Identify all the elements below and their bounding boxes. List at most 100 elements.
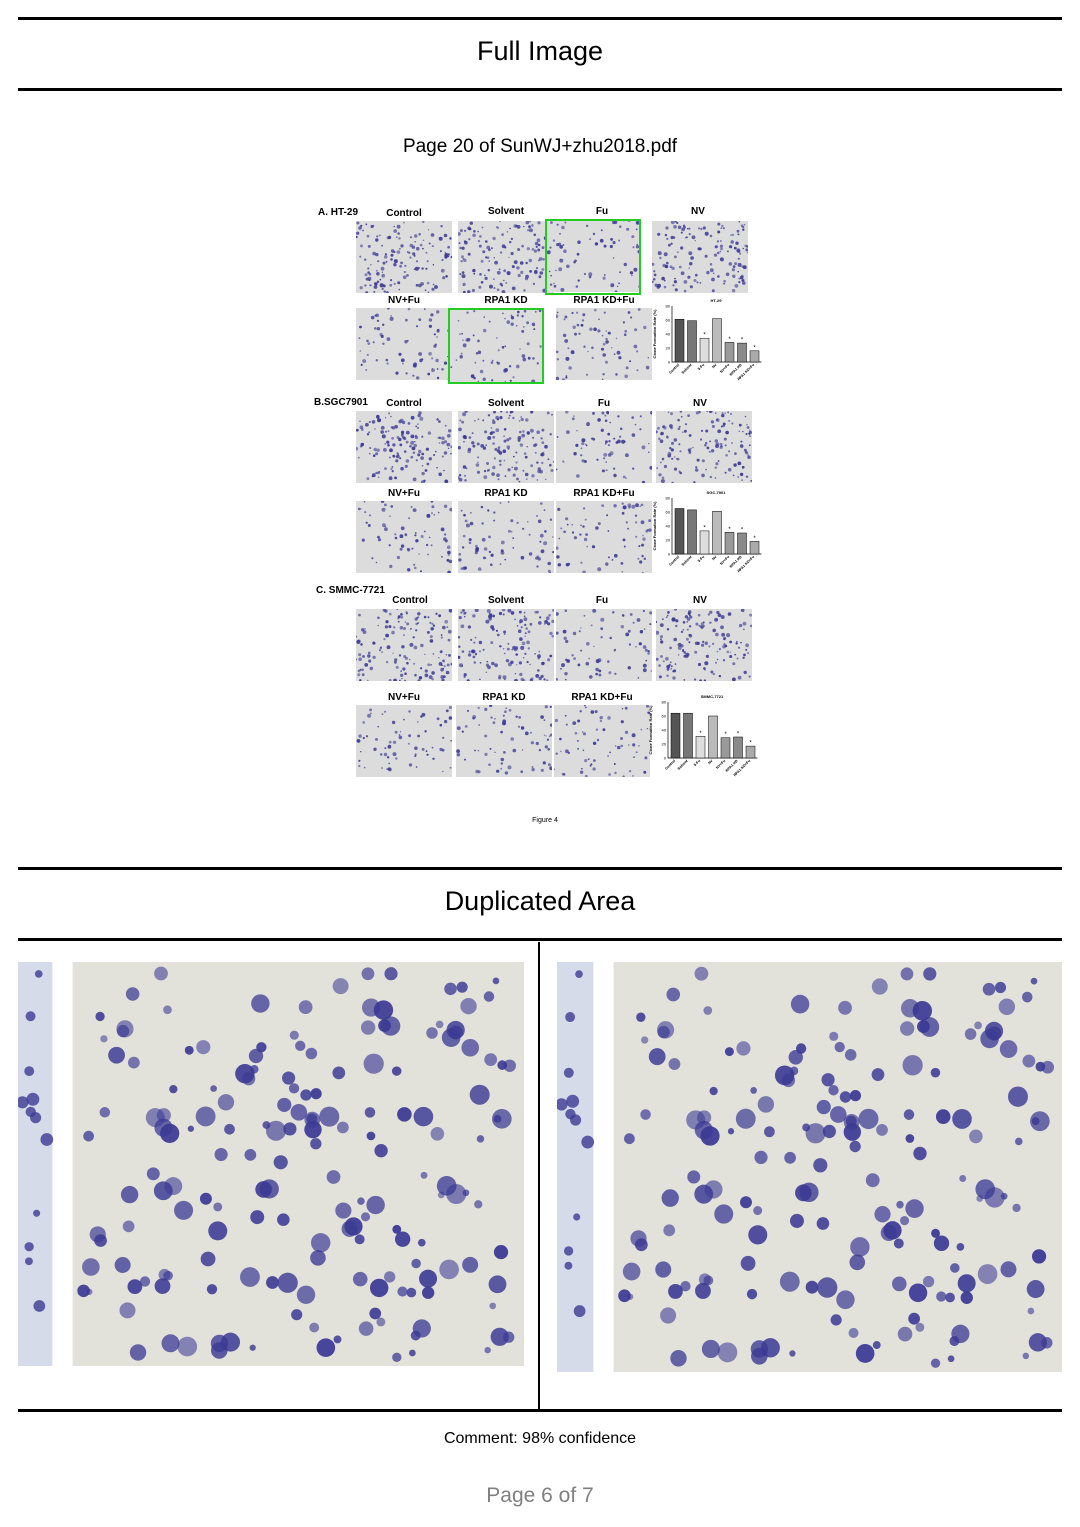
x-tick-label: Control xyxy=(664,759,676,771)
well-c-nv xyxy=(656,609,752,681)
x-tick-label: Control xyxy=(668,363,680,375)
chart-bar xyxy=(699,337,710,363)
well-b-fu xyxy=(556,411,652,483)
chart-bar xyxy=(749,541,760,555)
x-tick-label: Solvent xyxy=(681,554,694,567)
chart-bar xyxy=(749,350,760,363)
chart-bar xyxy=(737,532,747,555)
chart-bar xyxy=(670,712,681,759)
x-tick-label: NV+Fu xyxy=(715,759,726,770)
panel-a-title-nv: NV xyxy=(691,206,705,217)
chart-bar xyxy=(699,530,710,555)
well-c-rpa1-kd-fu xyxy=(554,705,650,777)
figure-4: A. HT-29 Control Solvent Fu NV NV+Fu RPA… xyxy=(310,200,780,830)
well-a-rpa1-kd xyxy=(450,310,542,382)
panel-c-title-solvent: Solvent xyxy=(487,595,525,606)
full-image-title: Full Image xyxy=(476,36,604,66)
chart-bar xyxy=(733,736,743,759)
chart-bar xyxy=(724,532,735,555)
y-tick-label: 20 xyxy=(666,346,671,351)
well-c-rpa1-kd xyxy=(456,705,552,777)
well-c-control xyxy=(356,609,452,681)
y-tick-label: 60 xyxy=(666,318,671,323)
well-a-rpa1-kd-fu xyxy=(556,308,652,380)
well-c-solvent xyxy=(458,609,554,681)
x-tick-label: Solvent xyxy=(681,362,694,375)
source-caption: Page 20 of SunWJ+zhu2018.pdf xyxy=(402,136,678,157)
panel-a-title-control: Control xyxy=(386,208,422,219)
chart-bar xyxy=(683,712,693,759)
panel-c-title-nv-fu: NV+Fu xyxy=(388,692,420,703)
x-tick-label: NV+Fu xyxy=(719,363,730,374)
figure-caption: Figure 4 xyxy=(532,817,558,824)
chart-title: SGC-7901 xyxy=(707,490,727,495)
chart-bar xyxy=(695,736,706,759)
y-tick-label: 0 xyxy=(668,552,671,557)
significance-mark: * xyxy=(753,536,756,542)
significance-mark: * xyxy=(728,527,731,533)
significance-mark: * xyxy=(753,345,756,351)
well-a-nv xyxy=(652,221,748,293)
panel-b-title-control: Control xyxy=(386,398,422,409)
x-tick-label: NV xyxy=(707,758,714,765)
chart-bar xyxy=(674,508,685,555)
crop-divider xyxy=(538,942,540,1409)
x-tick-label: 5-Fu xyxy=(693,759,701,767)
panel-a-title-rpa1-kd-fu: RPA1 KD+Fu xyxy=(573,295,635,306)
chart-bar xyxy=(687,509,697,555)
well-b-rpa1-kd xyxy=(458,501,554,573)
panel-b-label: B.SGC7901 xyxy=(314,397,368,408)
y-tick-label: 60 xyxy=(666,510,671,515)
well-a-nv-fu xyxy=(356,308,452,380)
panel-a-title-solvent: Solvent xyxy=(487,206,525,217)
chart-bar xyxy=(737,342,747,363)
chart-bar xyxy=(720,737,731,759)
y-tick-label: 40 xyxy=(666,524,671,529)
duplicated-crop-left xyxy=(18,962,524,1366)
chart-bar xyxy=(712,318,722,363)
panel-b-title-solvent: Solvent xyxy=(487,398,525,409)
x-tick-label: Solvent xyxy=(677,758,690,771)
duplicated-crop-right xyxy=(557,962,1062,1372)
y-axis-label: Clone Formation Rate (%) xyxy=(648,705,653,755)
significance-mark: * xyxy=(741,528,744,534)
chart-sgc7901: SGC-7901 Clone Formation Rate (%) 80 60 40 20… xyxy=(652,488,772,584)
x-tick-label: NV xyxy=(711,362,718,369)
well-a-control xyxy=(356,221,452,293)
y-tick-label: 80 xyxy=(662,700,667,705)
well-c-nv-fu xyxy=(356,705,452,777)
x-tick-label: NV+Fu xyxy=(719,555,730,566)
x-tick-label: NV xyxy=(711,554,718,561)
panel-a-title-fu: Fu xyxy=(595,206,609,217)
well-c-fu xyxy=(556,609,652,681)
well-b-nv-fu xyxy=(356,501,452,573)
panel-a-label: A. HT-29 xyxy=(318,207,359,218)
panel-b-title-rpa1-kd: RPA1 KD xyxy=(484,488,528,499)
panel-b-title-nv: NV xyxy=(693,398,707,409)
panel-c-title-rpa1-kd: RPA1 KD xyxy=(482,692,526,703)
y-tick-label: 20 xyxy=(662,742,667,747)
chart-bar xyxy=(687,320,697,363)
section-rule-bottom xyxy=(18,938,1062,941)
page-indicator: Page 6 of 7 xyxy=(486,1484,594,1507)
panel-b-title-rpa1-kd-fu: RPA1 KD+Fu xyxy=(573,488,635,499)
panel-a-title-rpa1-kd: RPA1 KD xyxy=(484,295,528,306)
chart-bar xyxy=(724,342,735,363)
well-a-solvent xyxy=(458,221,554,293)
x-tick-label: Control xyxy=(668,555,680,567)
well-b-rpa1-kd-fu xyxy=(556,501,652,573)
y-tick-label: 40 xyxy=(666,332,671,337)
chart-title: SMMC-7721 xyxy=(701,694,724,699)
bottom-rule xyxy=(18,1409,1062,1412)
y-tick-label: 80 xyxy=(666,304,671,309)
y-tick-label: 60 xyxy=(662,714,667,719)
panel-c-title-fu: Fu xyxy=(595,595,609,606)
x-tick-label: 5-Fu xyxy=(697,555,705,563)
panel-c-title-rpa1-kd-fu: RPA1 KD+Fu xyxy=(571,692,633,703)
x-tick-label: 5-Fu xyxy=(697,363,705,371)
significance-mark: * xyxy=(728,337,731,343)
y-axis-label: Clone Formation Rate (%) xyxy=(652,309,657,359)
significance-mark: * xyxy=(749,741,752,747)
panel-b-title-nv-fu: NV+Fu xyxy=(388,488,420,499)
panel-c-title-control: Control xyxy=(392,595,428,606)
